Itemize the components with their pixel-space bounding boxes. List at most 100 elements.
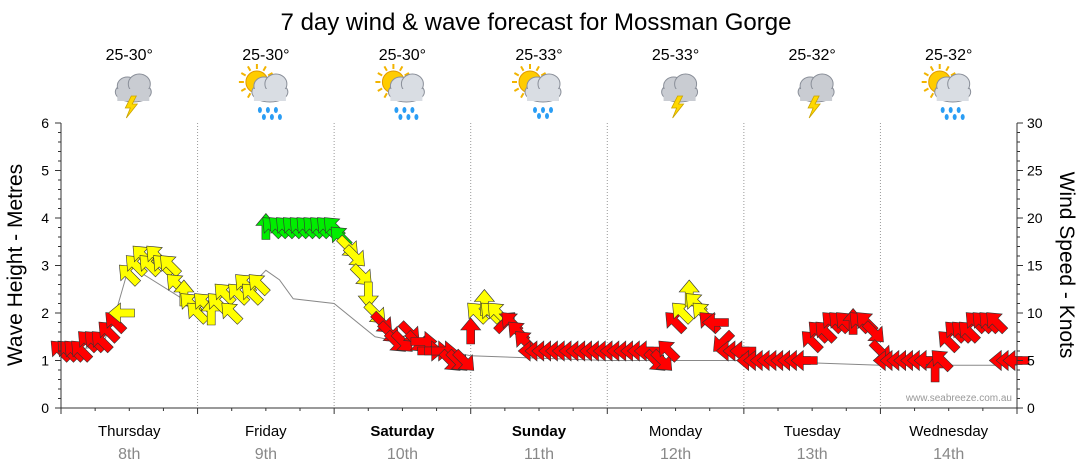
y-left-tick-label: 3 — [41, 258, 49, 274]
rain-drop — [406, 114, 411, 120]
wind-arrow — [357, 281, 379, 309]
day-temperature: 25-32° — [925, 47, 972, 64]
day-date: 10th — [387, 446, 418, 463]
y-right-tick-label: 0 — [1027, 400, 1035, 416]
rain-drop — [952, 114, 957, 120]
day-name: Tuesday — [784, 423, 841, 440]
rain-drop — [398, 114, 403, 120]
chart-title: 7 day wind & wave forecast for Mossman G… — [281, 9, 792, 36]
sun-ray — [383, 65, 388, 72]
wind-arrow — [349, 263, 372, 286]
rain-drop — [956, 107, 961, 113]
rain-drop — [277, 114, 282, 120]
day-temperature: 25-32° — [788, 47, 835, 64]
rain-drop — [273, 107, 278, 113]
sun-ray — [923, 72, 929, 77]
rain-drop — [394, 107, 399, 113]
sun-ray — [929, 92, 935, 99]
sun-ray — [383, 92, 388, 99]
sun-ray — [377, 72, 383, 77]
wind-arrow — [702, 311, 729, 334]
sun-ray — [399, 65, 404, 72]
cloud-shape — [936, 89, 969, 101]
rain-drop — [545, 113, 549, 119]
y-right-tick-label: 20 — [1027, 210, 1043, 226]
plot-area — [61, 123, 1017, 408]
y-right-tick-label: 10 — [1027, 305, 1043, 321]
y-left-tick-label: 5 — [41, 163, 49, 179]
sun-ray — [520, 65, 525, 72]
rain-drop — [414, 114, 419, 120]
storm-cloud-icon — [661, 73, 699, 119]
y-left-tick-label: 1 — [41, 353, 49, 369]
wind-speed-series — [50, 213, 1030, 383]
sun-rain-icon — [375, 64, 425, 120]
sun-ray — [923, 87, 929, 92]
wind-arrow — [248, 274, 271, 297]
rain-drop — [269, 114, 274, 120]
wind-arrow — [658, 340, 681, 363]
rain-drop — [261, 114, 266, 120]
rain-drop — [549, 107, 553, 113]
wind-arrow — [861, 320, 884, 343]
day-name: Thursday — [98, 423, 161, 440]
wind-arrow — [931, 350, 954, 373]
lightning-bolt — [670, 95, 685, 119]
day-date: 14th — [933, 446, 964, 463]
sun-showers-icon — [512, 64, 562, 119]
wind-arrow — [790, 349, 818, 372]
y-right-tick-label: 25 — [1027, 163, 1043, 179]
day-date: 12th — [660, 446, 691, 463]
lightning-bolt — [807, 95, 821, 119]
day-weather-row: 25-30° 25-30° 25-30° 25-33° 25-33° 25-32° 25-3… — [106, 47, 972, 120]
rain-drop — [257, 107, 262, 113]
wind-arrow — [160, 255, 183, 278]
rain-drop — [960, 114, 965, 120]
sun-ray — [262, 65, 267, 72]
sun-ray — [535, 65, 540, 72]
wind-arrow — [986, 312, 1009, 335]
day-name: Sunday — [512, 423, 567, 440]
sun-ray — [267, 72, 273, 77]
sun-ray — [945, 65, 950, 72]
day-name: Monday — [649, 423, 703, 440]
rain-drop — [944, 114, 949, 120]
wind-arrow — [108, 302, 135, 324]
day-name: Saturday — [370, 423, 435, 440]
day-temperature: 25-30° — [106, 47, 153, 64]
rain-drop — [940, 107, 945, 113]
y-right-tick-label: 5 — [1027, 353, 1035, 369]
day-date: 13th — [797, 446, 828, 463]
wind-arrow — [342, 244, 365, 267]
y-axis-right-label: Wind Speed - Knots — [1055, 172, 1078, 359]
rain-drop — [537, 113, 541, 119]
sun-rain-icon — [238, 64, 289, 120]
cloud-shape — [527, 89, 559, 101]
y-right-tick-label: 15 — [1027, 258, 1043, 274]
rain-drop — [265, 107, 270, 113]
day-name: Wednesday — [909, 423, 988, 440]
wind-arrow — [452, 348, 475, 371]
rain-drop — [948, 107, 953, 113]
sun-ray — [540, 72, 547, 77]
rain-drop — [402, 107, 407, 113]
sun-ray — [247, 92, 252, 99]
sun-ray — [513, 72, 520, 77]
storm-cloud-icon — [797, 73, 835, 119]
watermark: www.seabreeze.com.au — [905, 393, 1012, 404]
sun-ray — [929, 65, 935, 72]
day-date: 11th — [524, 446, 554, 463]
sun-ray — [520, 92, 525, 99]
day-temperature: 25-30° — [379, 47, 426, 64]
y-left-tick-label: 0 — [41, 400, 49, 416]
day-date: 9th — [255, 446, 277, 463]
lightning-bolt — [124, 95, 139, 119]
cloud-shape — [253, 89, 286, 101]
sun-ray — [513, 87, 520, 92]
day-temperature: 25-30° — [242, 47, 289, 64]
x-axis-day-labels: Thursday 8th Friday 9th Saturday 10th Sunday 11… — [98, 423, 989, 463]
sun-ray — [247, 65, 252, 72]
sun-ray — [404, 72, 410, 77]
day-date: 8th — [118, 446, 140, 463]
